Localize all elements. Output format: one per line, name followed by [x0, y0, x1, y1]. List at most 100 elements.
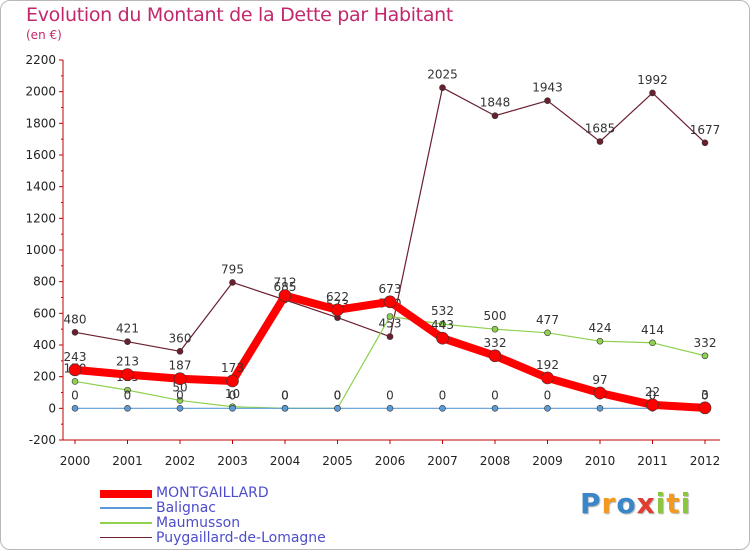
data-label-montgaillard: 213 — [116, 355, 139, 369]
data-label-puygaillard-de-lomagne: 1943 — [532, 81, 563, 95]
x-tick-label: 2002 — [165, 454, 196, 468]
data-point-montgaillard — [383, 295, 397, 309]
data-point-montgaillard — [173, 372, 187, 386]
data-point-maumusson — [544, 329, 551, 337]
data-label-montgaillard: 22 — [645, 385, 660, 399]
y-tick-label: 400 — [33, 338, 56, 352]
data-point-puygaillard-de-lomagne — [491, 112, 499, 120]
data-point-balignac — [386, 405, 394, 412]
data-point-maumusson — [124, 386, 131, 394]
legend-label-maumusson: Maumusson — [156, 515, 241, 531]
data-label-balignac: 0 — [176, 388, 184, 402]
data-point-balignac — [544, 405, 551, 412]
logo-letter: x — [636, 487, 656, 520]
data-point-montgaillard — [68, 363, 82, 377]
data-label-balignac: 0 — [229, 388, 237, 402]
data-label-montgaillard: 622 — [326, 290, 349, 304]
data-label-montgaillard: 192 — [536, 358, 559, 372]
x-tick-label: 2006 — [375, 454, 406, 468]
y-tick-label: 200 — [33, 370, 56, 384]
data-label-maumusson: 500 — [484, 309, 507, 323]
y-tick-label: 600 — [33, 306, 56, 320]
data-label-balignac: 0 — [386, 388, 394, 402]
y-tick-label: 1600 — [25, 148, 56, 162]
data-point-maumusson — [176, 397, 184, 404]
legend-swatch-puygaillard — [100, 537, 152, 538]
y-tick-label: 1400 — [25, 180, 56, 194]
data-label-balignac: 0 — [491, 388, 499, 402]
data-label-puygaillard-de-lomagne: 360 — [169, 331, 192, 345]
data-point-balignac — [596, 405, 604, 412]
data-point-montgaillard — [698, 401, 712, 415]
x-tick-label: 2005 — [322, 454, 353, 468]
data-point-balignac — [439, 405, 446, 412]
data-point-balignac — [176, 405, 184, 412]
data-point-montgaillard — [646, 398, 659, 412]
logo-letter: t — [666, 487, 681, 520]
y-tick-label: 1000 — [25, 243, 56, 257]
data-point-montgaillard — [226, 374, 239, 388]
data-label-montgaillard: 243 — [64, 350, 87, 364]
data-point-balignac — [71, 405, 79, 412]
data-point-maumusson — [491, 325, 499, 333]
logo-letter: i — [680, 487, 692, 520]
data-label-puygaillard-de-lomagne: 1677 — [690, 123, 721, 137]
legend-swatch-maumusson — [100, 522, 152, 524]
data-label-balignac: 0 — [649, 388, 657, 402]
data-point-maumusson — [71, 378, 79, 385]
y-tick-label: 2000 — [25, 85, 56, 99]
legend-label-montgaillard: MONTGAILLARD — [156, 485, 269, 501]
y-tick-label: 1800 — [25, 116, 56, 130]
data-point-balignac — [124, 405, 131, 412]
data-label-balignac: 0 — [701, 388, 709, 402]
data-label-montgaillard: 712 — [274, 276, 297, 290]
y-tick-label: -200 — [29, 433, 56, 447]
data-label-balignac: 0 — [124, 388, 132, 402]
data-point-puygaillard-de-lomagne — [701, 139, 709, 147]
data-point-balignac — [281, 405, 289, 412]
data-label-maumusson: 10 — [225, 387, 240, 401]
data-point-puygaillard-de-lomagne — [649, 89, 656, 97]
data-label-puygaillard-de-lomagne: 1848 — [480, 96, 511, 110]
legend-label-balignac: Balignac — [156, 500, 216, 516]
data-point-puygaillard-de-lomagne — [229, 279, 236, 286]
data-label-montgaillard: 187 — [169, 359, 192, 373]
chart-title: Evolution du Montant de la Dette par Hab… — [26, 4, 454, 26]
data-point-maumusson — [649, 339, 656, 347]
data-point-puygaillard-de-lomagne — [124, 338, 131, 345]
x-tick-label: 2001 — [112, 454, 143, 468]
data-label-montgaillard: 443 — [431, 318, 454, 332]
data-label-montgaillard: 332 — [484, 336, 507, 350]
data-label-balignac: 0 — [439, 388, 447, 402]
data-label-balignac: 0 — [334, 388, 342, 402]
legend-swatch-montgaillard — [100, 490, 152, 498]
data-point-puygaillard-de-lomagne — [596, 138, 604, 145]
data-label-puygaillard-de-lomagne: 480 — [64, 312, 87, 326]
y-tick-label: 800 — [33, 275, 56, 289]
data-label-maumusson: 532 — [431, 304, 454, 318]
data-point-puygaillard-de-lomagne — [386, 333, 394, 340]
logo-letter: r — [601, 487, 617, 520]
data-point-maumusson — [596, 337, 604, 345]
data-label-montgaillard: 97 — [592, 373, 607, 387]
legend-swatch-balignac — [100, 507, 152, 509]
data-point-maumusson — [439, 320, 446, 328]
chart-subtitle: (en €) — [26, 28, 62, 42]
data-point-balignac — [491, 405, 499, 412]
data-label-puygaillard-de-lomagne: 685 — [274, 280, 297, 294]
data-point-montgaillard — [541, 371, 554, 385]
y-tick-label: 0 — [48, 401, 56, 415]
x-tick-label: 2011 — [637, 454, 668, 468]
data-point-balignac — [334, 405, 341, 412]
x-tick-label: 2009 — [532, 454, 563, 468]
logo-letter: P — [580, 487, 602, 520]
data-point-montgaillard — [488, 349, 502, 363]
data-point-montgaillard — [121, 368, 134, 381]
data-label-maumusson: 0 — [281, 388, 289, 402]
data-label-montgaillard: 173 — [221, 361, 244, 375]
data-label-puygaillard-de-lomagne: 1685 — [585, 122, 616, 136]
data-label-puygaillard-de-lomagne: 2025 — [427, 68, 458, 82]
data-label-maumusson: 50 — [172, 380, 187, 394]
proxiti-logo: Proxiti — [580, 487, 691, 520]
